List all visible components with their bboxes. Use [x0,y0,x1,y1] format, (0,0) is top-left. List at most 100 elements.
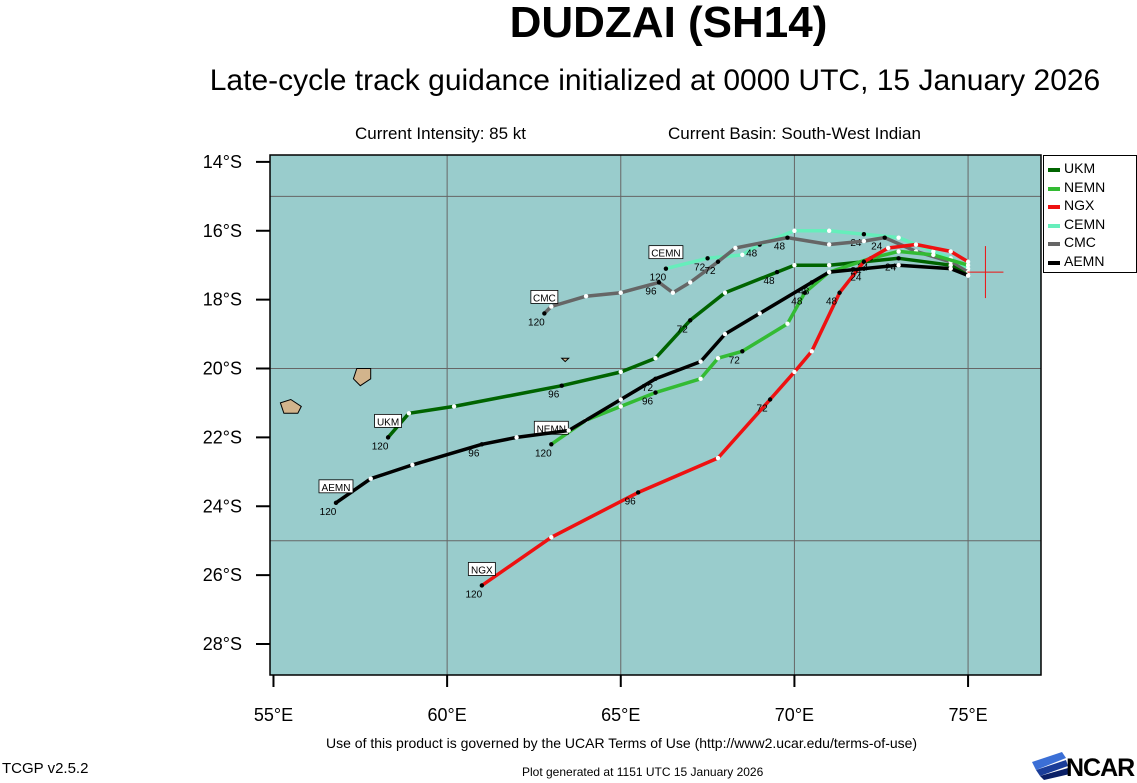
lat-tick-label: 16°S [203,221,242,241]
lat-tick-label: 20°S [203,359,242,379]
legend-swatch [1048,260,1060,265]
track-point [931,249,936,254]
generated-time: Plot generated at 1151 UTC 15 January 20… [522,765,764,779]
track-cmc: 24 48 72 96 120 CMC [528,235,971,328]
track-point [896,262,901,268]
legend-label: AEMN [1064,252,1105,269]
legend-label: NEMN [1064,178,1106,195]
island-reunion [279,398,302,414]
model-tag-label: UKM [377,417,399,428]
track-point [861,232,867,237]
forecast-hour-label: 96 [468,448,480,459]
forecast-hour-label: 72 [677,324,689,335]
track-aemn: 24 48 72 96 120 AEMN [318,262,971,518]
legend-label: UKM [1064,160,1096,176]
legend: UKM NEMN NGX CEMN CMC AEMN [1043,155,1137,273]
track-point [885,245,891,251]
model-tag-box [467,562,496,576]
forecast-hour-label: 24 [850,238,862,249]
track-point [913,242,919,247]
track-point [948,266,953,271]
track-point [618,397,623,402]
track-point [385,435,391,440]
track-point [785,321,790,326]
track-point [826,262,832,268]
track-point [653,390,658,395]
track-point [698,376,703,382]
lat-tick-label: 24°S [203,496,242,516]
lon-tick-label: 65°E [601,705,640,725]
track-point [767,397,773,402]
track-point [965,259,971,264]
version-label: TCGP v2.5.2 [2,760,89,777]
track-point [785,235,790,240]
track-point [774,269,780,275]
track-point [688,280,693,285]
lon-tick-label: 70°E [775,705,814,725]
track-point [861,259,867,264]
track-point [451,404,457,409]
track-point [653,355,658,361]
lon-tick-label: 75°E [948,705,987,725]
track-point [670,290,676,295]
model-tag-label: NGX [471,565,493,576]
track-point [802,290,808,295]
lat-tick-label: 26°S [203,565,242,585]
legend-swatch [1048,168,1060,172]
forecast-hour-label: 96 [625,496,637,507]
forecast-hour-label: 24 [850,273,862,284]
track-point [837,290,842,295]
lat-tick-label: 22°S [203,427,242,447]
forecast-hour-label: 48 [826,297,838,308]
track-point [809,280,814,285]
terms-of-use: Use of this product is governed by the U… [326,735,918,751]
current-intensity: Current Intensity: 85 kt [355,124,527,143]
track-ngx: 24 48 72 96 120 NGX [466,242,971,600]
model-tag-label: AEMN [322,483,351,494]
model-tag-label: CEMN [651,249,680,260]
track-point [406,411,412,416]
track-point [733,245,738,251]
lat-tick-label: 18°S [203,290,242,310]
model-tag-box [318,479,354,494]
lat-tick-label: 14°S [203,152,242,172]
forecast-hour-label: 96 [548,390,560,401]
track-point [479,442,485,447]
track-point [715,259,721,264]
forecast-hour-label: 72 [642,383,654,394]
legend-label: NGX [1064,197,1095,213]
track-line [543,235,969,315]
island-mauritius [352,368,372,387]
forecast-hour-label: 72 [694,262,706,273]
lon-tick-label: 55°E [254,705,293,725]
legend-swatch [1048,205,1060,209]
forecast-hour-label: 72 [704,266,716,277]
track-point [792,228,797,233]
track-point [479,583,485,588]
track-point [698,359,703,364]
forecast-hour-label: 96 [645,286,657,297]
track-point [410,462,415,468]
track-point [948,262,953,268]
forecast-hour-label: 24 [850,266,862,277]
forecast-hour-label: 96 [642,397,654,408]
track-point [635,490,641,495]
track-point [715,455,721,461]
track-point [861,266,867,271]
map-frame [269,154,1042,676]
ncar-logo-text: NCAR [1066,754,1135,782]
forecast-hour-label: 120 [535,448,552,459]
forecast-hour-label: 120 [320,507,337,518]
track-point [740,349,745,354]
track-point [715,355,721,361]
track-point [542,311,547,316]
track-point [882,235,887,240]
track-point [705,256,710,261]
forecast-hour-label: 48 [791,297,803,308]
lon-tick-label: 60°E [428,705,467,725]
legend-swatch [1048,242,1060,246]
track-point [722,290,728,295]
track-line [550,249,969,446]
model-tag-label: CMC [533,293,556,304]
